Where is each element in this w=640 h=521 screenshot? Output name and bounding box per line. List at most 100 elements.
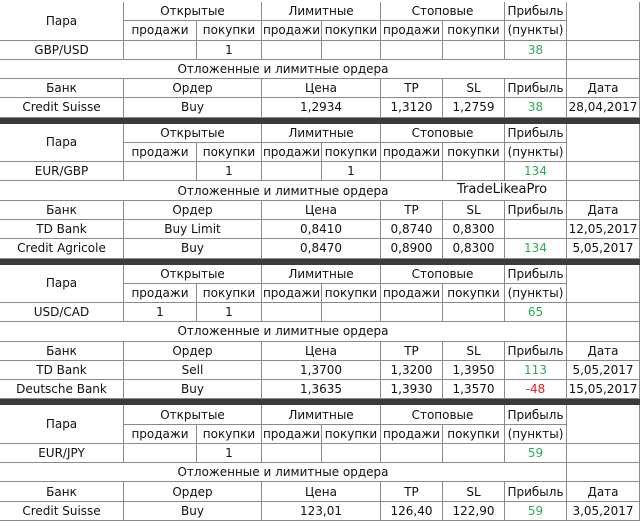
side-header: продажи bbox=[124, 283, 197, 304]
empty-cell bbox=[262, 443, 322, 464]
empty-cell bbox=[443, 162, 505, 182]
empty-cell bbox=[124, 40, 197, 60]
order-sl: 0,8300 bbox=[443, 219, 505, 240]
empty-cell bbox=[567, 2, 640, 41]
order-bank: Credit Agricole bbox=[0, 239, 124, 259]
side-header: продажи bbox=[381, 283, 443, 304]
pending-title: Отложенные и лимитные ордера bbox=[0, 463, 567, 483]
pair-profit: 38 bbox=[505, 40, 567, 60]
empty-cell bbox=[567, 59, 640, 80]
pair-name: EUR/GBP bbox=[0, 162, 124, 182]
order-date: 3,05,2017 bbox=[567, 501, 640, 521]
order-sl-header: SL bbox=[443, 341, 505, 361]
open-header: Открытые bbox=[124, 405, 262, 425]
stop-header: Стоповые bbox=[381, 2, 505, 22]
pair-open-buy: 1 bbox=[197, 162, 262, 182]
order-tp: 0,8900 bbox=[381, 239, 443, 259]
side-header: продажи bbox=[262, 142, 322, 163]
pair-header: Пара bbox=[0, 123, 124, 163]
pair-name: GBP/USD bbox=[0, 40, 124, 60]
order-date-header: Дата bbox=[567, 341, 640, 361]
order-price: 123,01 bbox=[262, 501, 381, 521]
side-header: продажи bbox=[381, 142, 443, 163]
order-sl: 1,3950 bbox=[443, 360, 505, 381]
side-header: продажи bbox=[124, 424, 197, 444]
empty-cell bbox=[567, 181, 640, 201]
empty-cell bbox=[381, 40, 443, 60]
order-date: 5,05,2017 bbox=[567, 239, 640, 259]
order-date: 15,05,2017 bbox=[567, 380, 640, 400]
empty-cell bbox=[381, 443, 443, 464]
order-order-header: Ордер bbox=[124, 200, 262, 220]
order-profit: 38 bbox=[505, 98, 567, 118]
order-bank: Deutsche Bank bbox=[0, 380, 124, 400]
side-header: покупки bbox=[197, 283, 262, 304]
pair-profit: 65 bbox=[505, 303, 567, 323]
order-date: 28,04,2017 bbox=[567, 98, 640, 118]
order-tp: 1,3930 bbox=[381, 380, 443, 400]
order-date-header: Дата bbox=[567, 482, 640, 502]
empty-cell bbox=[567, 443, 640, 464]
order-price: 1,3635 bbox=[262, 380, 381, 400]
side-header: продажи bbox=[124, 142, 197, 163]
order-profit: 134 bbox=[505, 239, 567, 259]
empty-cell bbox=[124, 443, 197, 464]
side-header: продажи bbox=[262, 21, 322, 41]
order-order-header: Ордер bbox=[124, 79, 262, 99]
empty-cell bbox=[567, 162, 640, 182]
order-date: 5,05,2017 bbox=[567, 360, 640, 381]
order-date: 12,05,2017 bbox=[567, 219, 640, 240]
empty-cell bbox=[505, 219, 567, 240]
pair-header: Пара bbox=[0, 2, 124, 41]
open-header: Открытые bbox=[124, 264, 262, 284]
order-sl: 1,3570 bbox=[443, 380, 505, 400]
empty-cell bbox=[262, 162, 322, 182]
order-tp: 0,8740 bbox=[381, 219, 443, 240]
side-header: продажи bbox=[381, 21, 443, 41]
empty-cell bbox=[262, 303, 322, 323]
order-order: Sell bbox=[124, 360, 262, 381]
block-separator bbox=[0, 117, 640, 124]
order-profit-header: Прибыль bbox=[505, 79, 567, 99]
empty-cell bbox=[567, 405, 640, 444]
pending-title: Отложенные и лимитные ордера bbox=[0, 181, 567, 201]
stop-header: Стоповые bbox=[381, 123, 505, 143]
order-bank: TD Bank bbox=[0, 219, 124, 240]
order-bank-header: Банк bbox=[0, 200, 124, 220]
side-header: покупки bbox=[322, 283, 381, 304]
order-sl: 1,2759 bbox=[443, 98, 505, 118]
order-sl-header: SL bbox=[443, 482, 505, 502]
order-profit-header: Прибыль bbox=[505, 341, 567, 361]
profit-header: Прибыль bbox=[505, 2, 567, 22]
stop-header: Стоповые bbox=[381, 405, 505, 425]
order-tp: 126,40 bbox=[381, 501, 443, 521]
empty-cell bbox=[443, 303, 505, 323]
order-profit-header: Прибыль bbox=[505, 482, 567, 502]
side-header: продажи bbox=[124, 21, 197, 41]
empty-cell bbox=[567, 463, 640, 483]
empty-cell bbox=[262, 40, 322, 60]
pending-title: Отложенные и лимитные ордера bbox=[0, 59, 567, 80]
pair-open-buy: 1 bbox=[197, 443, 262, 464]
order-date-header: Дата bbox=[567, 79, 640, 99]
order-price-header: Цена bbox=[262, 200, 381, 220]
empty-cell bbox=[567, 264, 640, 304]
order-sl-header: SL bbox=[443, 200, 505, 220]
order-price-header: Цена bbox=[262, 341, 381, 361]
order-bank: Credit Suisse bbox=[0, 501, 124, 521]
order-date-header: Дата bbox=[567, 200, 640, 220]
order-tp-header: TP bbox=[381, 200, 443, 220]
limit-header: Лимитные bbox=[262, 123, 381, 143]
profit-unit: (пункты) bbox=[505, 424, 567, 444]
order-order: Buy bbox=[124, 501, 262, 521]
order-bank: Credit Suisse bbox=[0, 98, 124, 118]
pair-open-buy: 1 bbox=[197, 40, 262, 60]
order-sl-header: SL bbox=[443, 79, 505, 99]
order-bank: TD Bank bbox=[0, 360, 124, 381]
side-header: покупки bbox=[322, 142, 381, 163]
side-header: покупки bbox=[197, 424, 262, 444]
order-profit: -48 bbox=[505, 380, 567, 400]
profit-unit: (пункты) bbox=[505, 142, 567, 163]
order-profit: 59 bbox=[505, 501, 567, 521]
pair-open-sell: 1 bbox=[124, 303, 197, 323]
